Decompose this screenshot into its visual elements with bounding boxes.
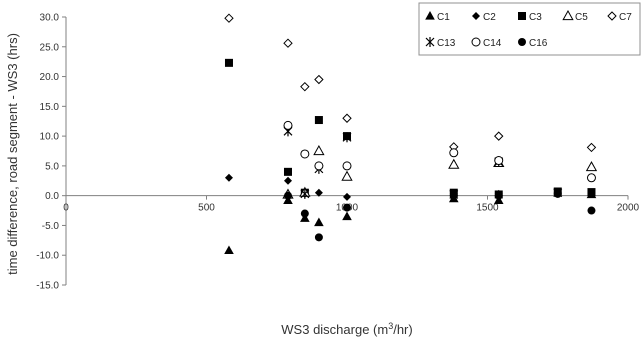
legend-marker-c13 xyxy=(425,37,435,47)
data-point-c16 xyxy=(300,209,309,218)
data-point-c1 xyxy=(224,245,234,255)
data-point-c7 xyxy=(314,74,324,85)
y-tick-label: 20.0 xyxy=(40,72,60,83)
data-point-c7 xyxy=(300,81,310,92)
y-axis-title: time difference, road segment - WS3 (hrs… xyxy=(5,33,20,275)
legend-label-c5: C5 xyxy=(575,12,588,23)
legend-marker-c14 xyxy=(471,37,481,47)
legend: C1 C2 C3 C5 C7 C13 C14 C16 xyxy=(418,2,641,56)
x-axis-title: WS3 discharge (m3/hr) xyxy=(281,321,412,337)
x-tick-label: 500 xyxy=(198,203,215,214)
legend-box xyxy=(418,2,641,56)
legend-marker-c3 xyxy=(518,12,526,20)
data-point-c2 xyxy=(224,173,233,182)
legend-marker-c5 xyxy=(562,9,574,21)
data-point-c7 xyxy=(494,131,504,141)
data-point-c1 xyxy=(342,211,352,221)
legend-marker-c16 xyxy=(518,38,526,46)
data-point-c14 xyxy=(342,161,352,171)
y-tick-label: 10.0 xyxy=(40,132,60,143)
data-point-c14 xyxy=(300,149,310,159)
data-point-c1 xyxy=(493,195,504,205)
data-point-c16 xyxy=(283,191,292,200)
data-point-c2 xyxy=(314,188,323,197)
data-point-c3 xyxy=(587,188,596,197)
data-point-c3 xyxy=(314,116,323,125)
axes-group xyxy=(65,17,628,285)
y-ticks-group: 30.0 25.0 20.0 15.0 10.0 5.0 0.0 -5.0 -10.0 -15.0 xyxy=(36,13,66,292)
data-point-c16 xyxy=(553,189,562,198)
data-point-c16 xyxy=(494,191,503,200)
data-point-c7 xyxy=(283,38,293,48)
y-tick-label: 0.0 xyxy=(45,191,59,202)
y-tick-label: -15.0 xyxy=(36,281,59,292)
data-point-c2 xyxy=(283,176,292,185)
y-tick-label: 5.0 xyxy=(45,161,59,172)
data-points-group xyxy=(224,13,598,255)
data-point-c5 xyxy=(313,144,325,156)
data-point-c13 xyxy=(342,132,352,143)
data-point-c14 xyxy=(314,161,324,171)
legend-label-c3: C3 xyxy=(529,12,542,23)
data-point-c5 xyxy=(448,158,460,169)
x-ticks-group: 0500100015002000 xyxy=(63,195,640,214)
legend-label-c1: C1 xyxy=(437,12,450,23)
legend-label-c16: C16 xyxy=(529,38,548,49)
data-point-c5 xyxy=(585,161,598,172)
legend-marker-c7 xyxy=(607,11,617,21)
legend-marker-c1 xyxy=(425,11,435,20)
data-point-c16 xyxy=(343,203,351,212)
y-tick-label: -5.0 xyxy=(42,221,60,232)
data-point-c1 xyxy=(300,213,310,222)
data-point-c7 xyxy=(224,13,234,23)
x-tick-label: 2000 xyxy=(617,203,640,214)
data-point-c3 xyxy=(224,58,233,67)
y-tick-label: -10.0 xyxy=(36,251,59,262)
y-tick-label: 15.0 xyxy=(40,102,60,113)
data-point-c14 xyxy=(586,173,596,183)
x-tick-label: 0 xyxy=(63,203,69,214)
data-point-c3 xyxy=(283,167,292,176)
legend-marker-c2 xyxy=(472,12,480,20)
data-point-c1 xyxy=(314,217,324,227)
data-point-c7 xyxy=(586,142,597,153)
data-point-c1 xyxy=(283,195,293,205)
data-point-c16 xyxy=(449,191,458,200)
legend-label-c2: C2 xyxy=(483,12,496,23)
x-tick-label: 1500 xyxy=(476,203,499,214)
data-point-c14 xyxy=(449,148,459,158)
data-point-c14 xyxy=(283,120,293,130)
data-point-c5 xyxy=(341,170,353,181)
legend-label-c14: C14 xyxy=(483,38,502,49)
legend-label-c13: C13 xyxy=(437,38,456,49)
legend-label-c7: C7 xyxy=(619,12,632,23)
data-point-c7 xyxy=(342,113,352,123)
y-tick-label: 30.0 xyxy=(40,13,60,24)
data-point-c16 xyxy=(314,233,323,242)
data-point-c14 xyxy=(494,156,504,166)
data-point-c13 xyxy=(300,188,310,199)
y-tick-label: 25.0 xyxy=(40,42,60,53)
data-point-c16 xyxy=(587,206,596,215)
data-point-c2 xyxy=(343,192,351,201)
